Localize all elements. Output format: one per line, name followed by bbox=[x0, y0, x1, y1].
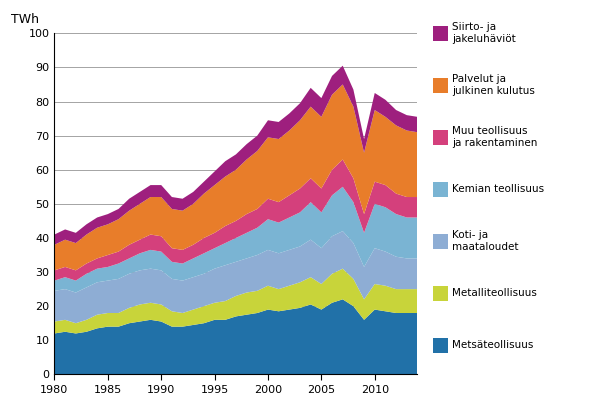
Text: Koti- ja
maataloudet: Koti- ja maataloudet bbox=[452, 230, 518, 252]
Text: TWh: TWh bbox=[11, 13, 39, 27]
Text: Siirto- ja
jakeluhäviöt: Siirto- ja jakeluhäviöt bbox=[452, 22, 515, 44]
Text: Palvelut ja
julkinen kulutus: Palvelut ja julkinen kulutus bbox=[452, 74, 535, 96]
Text: Kemian teollisuus: Kemian teollisuus bbox=[452, 184, 544, 194]
Text: Metsäteollisuus: Metsäteollisuus bbox=[452, 340, 534, 350]
Text: Muu teollisuus
ja rakentaminen: Muu teollisuus ja rakentaminen bbox=[452, 126, 537, 148]
Text: Metalliteollisuus: Metalliteollisuus bbox=[452, 288, 537, 298]
